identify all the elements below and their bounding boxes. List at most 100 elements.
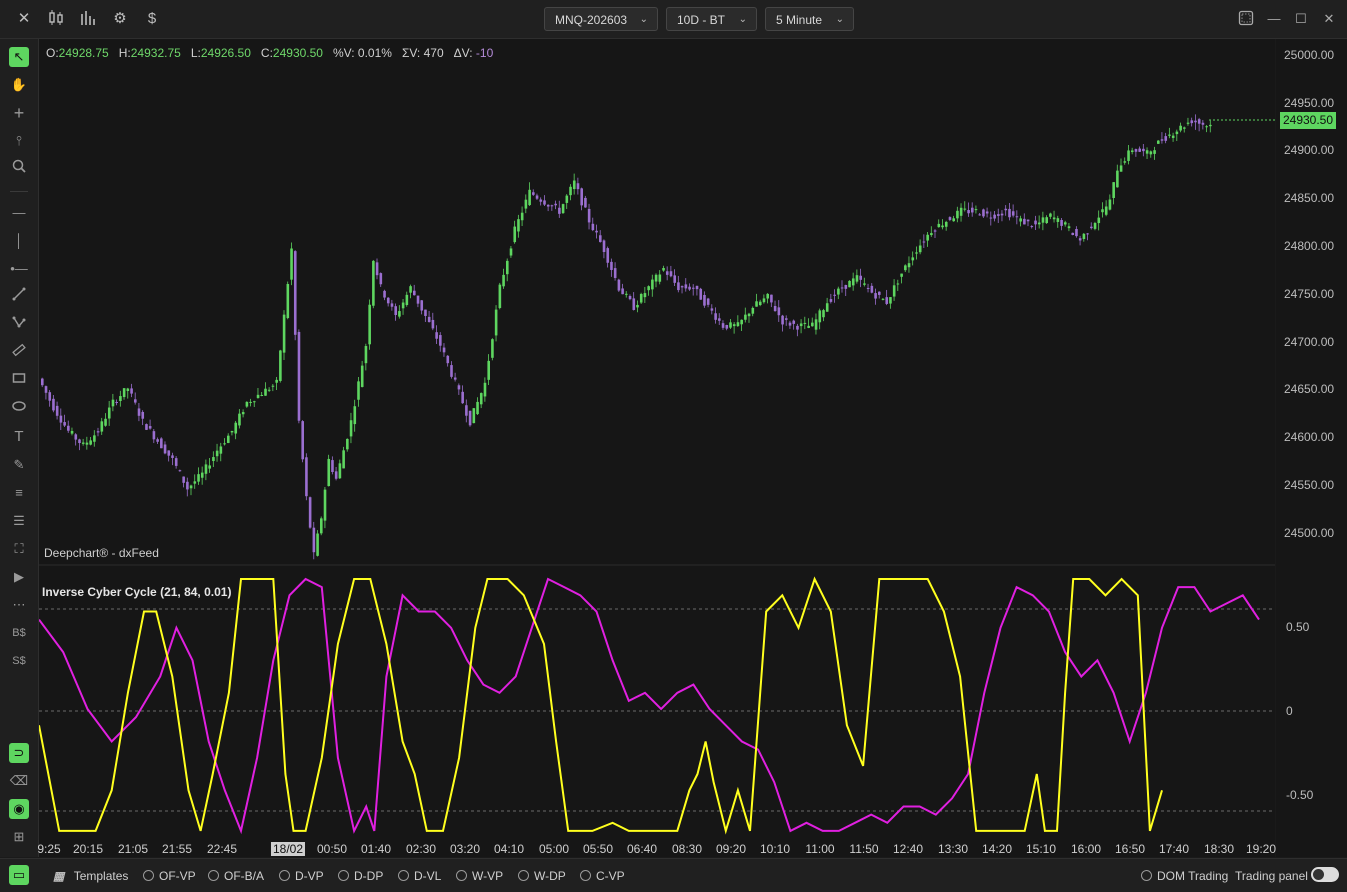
fib-icon[interactable]: ≡ [15, 485, 23, 500]
candle-body [926, 234, 929, 241]
settings-gear-icon[interactable]: ⚙ [113, 10, 127, 27]
candle-body [591, 223, 595, 231]
candle-body [267, 389, 271, 391]
period-dropdown[interactable]: 10D - BT ⌄ [666, 7, 757, 31]
window-close-icon[interactable]: ✕ [1323, 11, 1335, 26]
horizontal-ray-icon[interactable]: •— [10, 261, 28, 276]
candle-body [532, 192, 535, 195]
candle-body [55, 405, 59, 416]
symbol-dropdown[interactable]: MNQ-202603 ⌄ [544, 7, 658, 31]
pencil-icon[interactable]: ✎ [13, 457, 25, 472]
candle-body [1090, 226, 1093, 229]
magnet-pointer-icon[interactable]: ⫯ [16, 133, 22, 148]
price-tag-tool-icon[interactable]: B$ [12, 627, 26, 639]
radio-icon [456, 870, 467, 881]
dollar-icon[interactable]: $ [147, 10, 157, 27]
hand-icon[interactable]: ✋ [10, 77, 28, 92]
ruler-icon[interactable] [9, 343, 29, 363]
eye-icon[interactable]: ◉ [9, 799, 29, 819]
candle-body [855, 275, 859, 282]
price-tick: 24900.00 [1284, 143, 1335, 157]
candle-body [758, 301, 762, 306]
zoom-icon[interactable] [9, 159, 29, 179]
panel-toggle-icon[interactable]: ▭ [9, 865, 29, 885]
indicator-title[interactable]: Inverse Cyber Cycle (21, 84, 0.01) [42, 585, 232, 599]
crosshair-icon[interactable]: + [13, 103, 25, 123]
candlestick-icon[interactable] [46, 9, 66, 29]
ellipse-icon[interactable] [9, 399, 29, 419]
candle-body [468, 410, 472, 426]
candle-body [874, 293, 877, 299]
candle-body [1034, 220, 1037, 225]
chart-panel[interactable] [39, 39, 1275, 857]
profile-radio[interactable]: OF-VP [143, 869, 196, 883]
trading-panel-toggle[interactable] [1311, 867, 1339, 882]
close-icon[interactable]: ✕ [17, 10, 31, 27]
chart-canvas[interactable] [39, 39, 1275, 857]
eraser-icon[interactable]: ⌫ [9, 773, 29, 788]
candle-body [416, 295, 420, 304]
profile-radio[interactable]: W-DP [518, 869, 566, 883]
low-label: L: [190, 46, 201, 60]
percent-volume-value: 0.01% [357, 46, 392, 60]
candle-body [171, 455, 174, 458]
rectangle-icon[interactable] [9, 371, 29, 391]
templates-button[interactable]: ▦ Templates [53, 869, 128, 883]
interval-dropdown[interactable]: 5 Minute ⌄ [765, 7, 854, 31]
bar-chart-icon[interactable] [78, 9, 98, 29]
profile-radio[interactable]: OF-B/A [208, 869, 264, 883]
snap-window-icon[interactable] [1237, 10, 1255, 28]
dom-trading-radio[interactable]: DOM Trading [1141, 869, 1228, 883]
minimize-icon[interactable]: — [1267, 11, 1281, 26]
profile-radio[interactable]: D-DP [338, 869, 383, 883]
candle-body [599, 235, 602, 242]
candle-body [74, 434, 78, 440]
last-price-tag: 24930.50 [1280, 112, 1336, 129]
candle-body [327, 458, 331, 487]
candle-body [249, 401, 252, 403]
vertical-line-icon[interactable]: │ [14, 233, 24, 248]
time-tick: 00:50 [316, 842, 348, 856]
price-axis[interactable]: 25000.00 24950.00 24900.00 24850.00 2480… [1276, 39, 1347, 857]
candle-body [837, 288, 840, 295]
path-icon[interactable] [9, 315, 29, 335]
time-axis[interactable]: 9:25 20:15 21:05 21:55 22:45 18/02 00:50… [37, 840, 1276, 858]
magnet-icon[interactable]: ⊃ [9, 743, 29, 763]
add-layer-icon[interactable]: ⊞ [13, 829, 25, 844]
candle-body [595, 230, 598, 233]
time-tick: 06:40 [626, 842, 658, 856]
candle-body [1067, 226, 1071, 229]
candle-body [115, 402, 118, 404]
time-tick: 02:30 [405, 842, 437, 856]
candle-body [967, 209, 970, 214]
candle-body [364, 346, 368, 364]
trend-line-icon[interactable] [9, 287, 29, 307]
candle-body [368, 304, 371, 345]
dollar-tool-icon[interactable]: S$ [12, 655, 26, 667]
candle-body [762, 298, 766, 303]
profile-radio[interactable]: C-VP [580, 869, 625, 883]
profile-radio[interactable]: D-VL [398, 869, 441, 883]
profile-radio[interactable]: D-VP [279, 869, 324, 883]
profile-radio[interactable]: W-VP [456, 869, 503, 883]
cursor-icon[interactable]: ↖ [9, 47, 29, 67]
candle-body [915, 252, 918, 254]
candle-body [1190, 120, 1194, 124]
candle-body [796, 325, 799, 330]
candle-body [104, 418, 107, 426]
toolbar-separator [10, 191, 28, 192]
candle-body [264, 388, 267, 396]
maximize-icon[interactable]: ☐ [1295, 11, 1307, 26]
candle-body [978, 214, 982, 216]
candle-body [312, 527, 316, 553]
levels-icon[interactable]: ☰ [13, 513, 25, 528]
text-icon[interactable]: T [14, 428, 24, 445]
candle-body [130, 388, 133, 394]
horizontal-line-icon[interactable]: — [12, 205, 26, 220]
arrow-tool-icon[interactable]: ▶ [14, 569, 24, 584]
volume-tool-icon[interactable]: ⛶ [14, 541, 24, 556]
candle-body [699, 288, 703, 300]
order-tool-icon[interactable]: ⋯ [12, 597, 26, 612]
candle-body [703, 294, 706, 306]
candle-body [137, 408, 141, 416]
